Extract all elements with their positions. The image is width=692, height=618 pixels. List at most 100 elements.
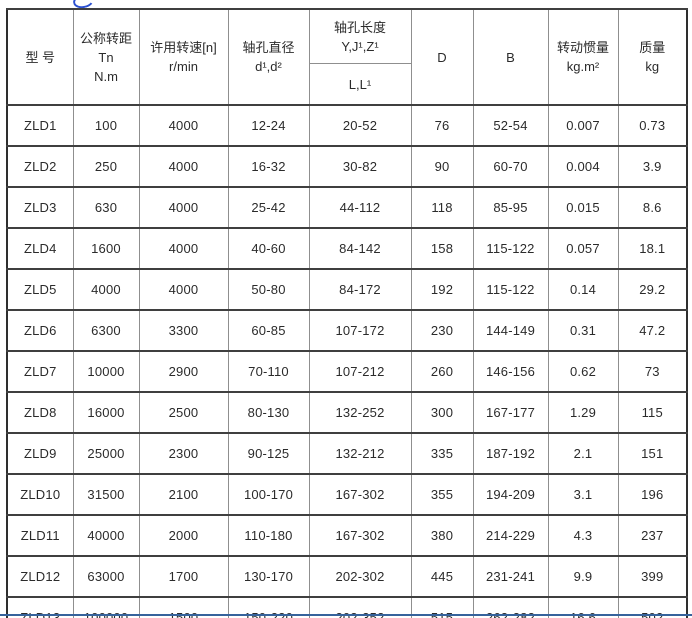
header-bore-length-top: 轴孔长度 Y,J¹,Z¹ [308,8,412,64]
speed-cell: 4000 [138,186,229,229]
speed-cell: 4000 [138,104,229,147]
inertia-cell: 0.004 [547,145,619,188]
torque-cell: 4000 [72,268,140,311]
bore-length-cell: 167-302 [308,473,412,516]
table-row: ZLD5 4000 4000 50-80 84-172 192 115-122 … [6,268,688,311]
bore-length-cell: 84-172 [308,268,412,311]
header-nominal-torque: 公称转距 Tn N.m [72,8,140,106]
b-cell: 146-156 [472,350,549,393]
inertia-cell: 0.14 [547,268,619,311]
bore-diameter-cell: 40-60 [227,227,310,270]
bore-length-cell: 30-82 [308,145,412,188]
inertia-cell: 0.057 [547,227,619,270]
torque-cell: 100 [72,104,140,147]
model-cell: ZLD7 [6,350,74,393]
d-cell: 335 [410,432,474,475]
table-row: ZLD11 40000 2000 110-180 167-302 380 214… [6,514,688,557]
d-cell: 192 [410,268,474,311]
torque-cell: 40000 [72,514,140,557]
d-cell: 118 [410,186,474,229]
table-header: 型 号 公称转距 Tn N.m 许用转速[n] r/min 轴孔直径 d¹,d²… [6,8,688,106]
table-row: ZLD12 63000 1700 130-170 202-302 445 231… [6,555,688,598]
model-cell: ZLD1 [6,104,74,147]
d-cell: 90 [410,145,474,188]
torque-cell: 63000 [72,555,140,598]
d-cell: 76 [410,104,474,147]
bore-diameter-cell: 12-24 [227,104,310,147]
inertia-cell: 9.9 [547,555,619,598]
mass-cell: 18.1 [617,227,688,270]
inertia-cell: 0.31 [547,309,619,352]
bore-diameter-cell: 60-85 [227,309,310,352]
table-row: ZLD9 25000 2300 90-125 132-212 335 187-1… [6,432,688,475]
speed-cell: 2900 [138,350,229,393]
b-cell: 214-229 [472,514,549,557]
d-cell: 445 [410,555,474,598]
speed-cell: 2500 [138,391,229,434]
table-row: ZLD7 10000 2900 70-110 107-212 260 146-1… [6,350,688,393]
b-cell: 60-70 [472,145,549,188]
torque-cell: 25000 [72,432,140,475]
d-cell: 158 [410,227,474,270]
b-cell: 144-149 [472,309,549,352]
torque-cell: 10000 [72,350,140,393]
model-cell: ZLD12 [6,555,74,598]
torque-cell: 6300 [72,309,140,352]
mass-cell: 151 [617,432,688,475]
b-cell: 187-192 [472,432,549,475]
table-body: ZLD1 100 4000 12-24 20-52 76 52-54 0.007… [6,104,688,618]
b-cell: 231-241 [472,555,549,598]
header-allowable-speed: 许用转速[n] r/min [138,8,229,106]
header-model: 型 号 [6,8,74,106]
model-cell: ZLD11 [6,514,74,557]
bore-diameter-cell: 90-125 [227,432,310,475]
torque-cell: 1600 [72,227,140,270]
model-cell: ZLD2 [6,145,74,188]
bore-diameter-cell: 50-80 [227,268,310,311]
inertia-cell: 0.62 [547,350,619,393]
bore-length-cell: 107-212 [308,350,412,393]
model-cell: ZLD3 [6,186,74,229]
bore-length-cell: 107-172 [308,309,412,352]
mass-cell: 0.73 [617,104,688,147]
bore-length-cell: 167-302 [308,514,412,557]
bore-length-cell: 132-212 [308,432,412,475]
speed-cell: 4000 [138,227,229,270]
inertia-cell: 2.1 [547,432,619,475]
header-b: B [472,8,549,106]
torque-cell: 630 [72,186,140,229]
bore-diameter-cell: 16-32 [227,145,310,188]
mass-cell: 29.2 [617,268,688,311]
bore-length-cell: 44-112 [308,186,412,229]
d-cell: 300 [410,391,474,434]
d-cell: 355 [410,473,474,516]
bottom-divider-line [0,614,692,616]
table-row: ZLD13 100000 1500 150-220 202-352 515 26… [6,596,688,618]
d-cell: 260 [410,350,474,393]
bore-diameter-cell: 110-180 [227,514,310,557]
bore-diameter-cell: 130-170 [227,555,310,598]
torque-cell: 31500 [72,473,140,516]
table-row: ZLD6 6300 3300 60-85 107-172 230 144-149… [6,309,688,352]
torque-cell: 250 [72,145,140,188]
model-cell: ZLD9 [6,432,74,475]
model-cell: ZLD4 [6,227,74,270]
d-cell: 230 [410,309,474,352]
mass-cell: 73 [617,350,688,393]
table-row: ZLD1 100 4000 12-24 20-52 76 52-54 0.007… [6,104,688,147]
bore-diameter-cell: 100-170 [227,473,310,516]
table-row: ZLD2 250 4000 16-32 30-82 90 60-70 0.004… [6,145,688,188]
d-cell: 380 [410,514,474,557]
inertia-cell: 0.015 [547,186,619,229]
bore-diameter-cell: 80-130 [227,391,310,434]
bore-length-cell: 132-252 [308,391,412,434]
mass-cell: 237 [617,514,688,557]
speed-cell: 4000 [138,268,229,311]
model-cell: ZLD10 [6,473,74,516]
coupling-spec-table: 型 号 公称转距 Tn N.m 许用转速[n] r/min 轴孔直径 d¹,d²… [6,8,688,618]
mass-cell: 115 [617,391,688,434]
table-row: ZLD4 1600 4000 40-60 84-142 158 115-122 … [6,227,688,270]
mass-cell: 196 [617,473,688,516]
bore-length-cell: 84-142 [308,227,412,270]
